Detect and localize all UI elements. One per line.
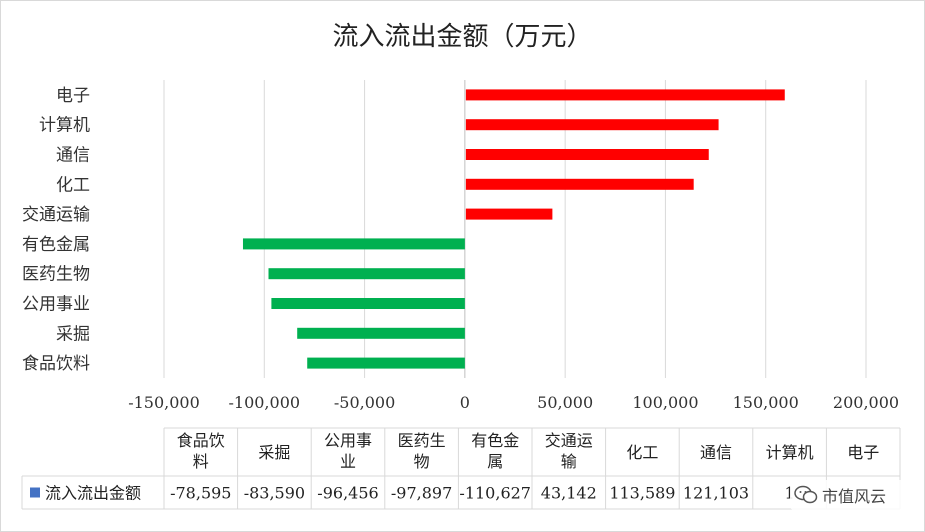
- table-header: 有色金属: [471, 431, 519, 471]
- bar: [465, 208, 553, 220]
- bar: [271, 298, 465, 309]
- x-tick-label: 200,000: [833, 393, 899, 412]
- legend-swatch: [30, 487, 40, 498]
- table-value: 1: [785, 484, 795, 503]
- bars: [242, 89, 785, 369]
- table-header: 计算机: [766, 443, 814, 462]
- bar: [465, 89, 785, 101]
- table-value: 113,589: [609, 484, 675, 503]
- table-header: 采掘: [258, 443, 290, 462]
- bar: [242, 238, 465, 250]
- table-value: 43,142: [541, 484, 597, 503]
- category-label: 医药生物: [22, 265, 90, 285]
- bar: [297, 327, 465, 339]
- bar: [465, 119, 719, 131]
- category-label: 交通运输: [22, 205, 90, 225]
- table-value: -110,627: [459, 484, 531, 503]
- category-label: 计算机: [39, 116, 90, 136]
- category-label: 化工: [56, 175, 90, 195]
- bar: [307, 357, 465, 369]
- table-header: 通信: [700, 443, 732, 462]
- table-header: 医药生物: [398, 431, 446, 471]
- x-tick-label: -100,000: [228, 393, 300, 412]
- x-tick-label: 100,000: [632, 393, 698, 412]
- x-axis-tick-labels: -150,000 -100,000 -50,000 0 50,000 100,000 150…: [128, 393, 899, 412]
- table-header: 电子: [847, 443, 879, 462]
- chart-title: 流入流出金额（万元）: [332, 22, 593, 52]
- data-table: 食品饮料 -78,595 采掘 -83,590 公用事业 -96,456 医药生物 -97,8…: [21, 427, 901, 510]
- category-label: 有色金属: [22, 235, 90, 255]
- bar: [465, 149, 709, 160]
- bar: [268, 268, 465, 280]
- category-label: 电子: [56, 86, 90, 106]
- x-tick-label: 150,000: [733, 393, 799, 412]
- watermark-text: 市值风云: [822, 487, 887, 506]
- x-tick-label: 0: [460, 393, 470, 412]
- bar: [465, 178, 694, 190]
- series-name: 流入流出金额: [45, 484, 141, 503]
- category-label: 通信: [56, 146, 90, 166]
- table-value: -83,590: [244, 484, 305, 503]
- watermark: 市值风云: [790, 480, 908, 510]
- table-value: -96,456: [317, 484, 378, 503]
- table-value: -78,595: [170, 484, 231, 503]
- category-label: 食品饮料: [22, 354, 90, 374]
- table-value: 121,103: [683, 484, 749, 503]
- x-tick-label: 50,000: [537, 393, 593, 412]
- category-label: 公用事业: [22, 295, 90, 315]
- table-header: 食品饮料: [177, 431, 225, 471]
- table-header: 交通运输: [545, 431, 593, 471]
- table-header: 化工: [626, 443, 658, 462]
- x-tick-label: -150,000: [128, 393, 200, 412]
- wechat-icon: [794, 485, 818, 504]
- x-tick-label: -50,000: [334, 393, 395, 412]
- category-label: 采掘: [56, 324, 90, 344]
- table-header: 公用事业: [324, 431, 372, 471]
- table-value: -97,897: [391, 484, 452, 503]
- category-labels: 食品饮料 采掘 公用事业 医药生物 有色金属 交通运输 化工 通信 计算机 电子: [22, 86, 90, 374]
